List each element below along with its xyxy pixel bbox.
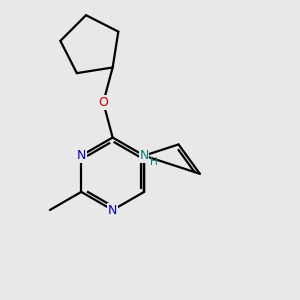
Text: O: O (98, 96, 108, 109)
Text: N: N (76, 149, 86, 162)
Text: N: N (108, 203, 117, 217)
Text: N: N (140, 149, 149, 162)
Text: H: H (150, 157, 158, 167)
